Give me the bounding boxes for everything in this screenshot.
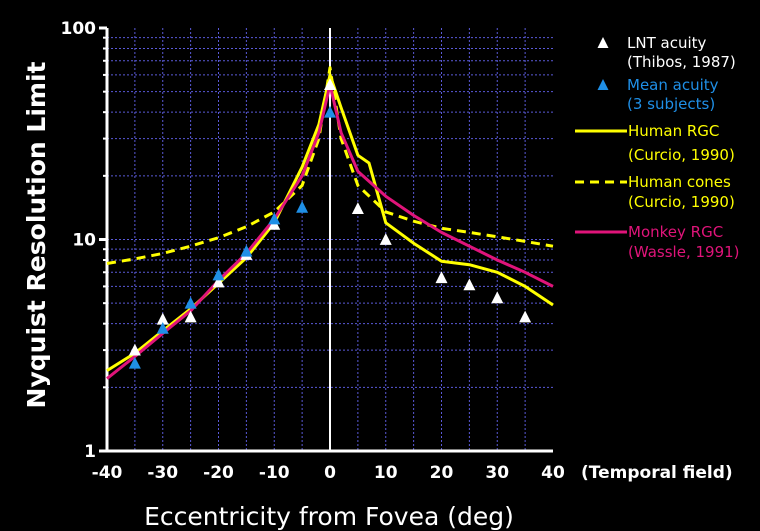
x-tick-label: -40 (92, 463, 123, 483)
legend-human-cones-source: (Curcio, 1990) (628, 193, 735, 211)
lnt-acuity-marker (184, 310, 197, 323)
x-tick-label: -20 (203, 463, 234, 483)
x-tick-label: -30 (147, 463, 178, 483)
y-tick-label: 1 (84, 442, 96, 462)
lnt-acuity-marker (435, 271, 448, 284)
legend-lnt-acuity-source: (Thibos, 1987) (627, 53, 736, 71)
mean-acuity-marker (240, 244, 253, 257)
x-tick-label: 10 (374, 463, 398, 483)
series-markers (128, 78, 532, 369)
lnt-acuity-marker (491, 291, 504, 304)
x-axis-label: Eccentricity from Fovea (deg) (144, 502, 514, 531)
y-tick-label: 10 (72, 231, 96, 251)
x-tick-label: 20 (430, 463, 454, 483)
legend-mean-acuity-label: Mean acuity (627, 76, 719, 94)
legend-human-rgc-source: (Curcio, 1990) (628, 146, 735, 164)
lnt-acuity-marker (351, 202, 364, 214)
mean-acuity-marker (212, 268, 225, 281)
mean-acuity-marker (128, 356, 141, 369)
x-tick-labels: -40 -30 -20 -10 0 10 20 30 40 (92, 463, 565, 483)
lnt-acuity-marker (324, 78, 336, 90)
legend-monkey-rgc-label: Monkey RGC (628, 223, 723, 241)
x-tick-label: 0 (324, 463, 336, 483)
lnt-acuity-marker (463, 278, 476, 291)
human-cones-line (106, 66, 554, 265)
legend-lnt-acuity-label: LNT acuity (627, 34, 707, 52)
legend: LNT acuity(Thibos, 1987) Mean acuity(3 su… (575, 34, 740, 261)
legend-human-cones-label: Human cones (628, 173, 731, 191)
legend-mean-acuity-marker (597, 79, 609, 90)
lnt-acuity-marker (379, 233, 392, 245)
y-tick-label: 100 (61, 19, 97, 39)
mean-acuity-marker (296, 200, 309, 213)
y-tick-labels: 1 10 100 (61, 19, 97, 462)
legend-monkey-rgc-source: (Wassle, 1991) (628, 243, 740, 261)
mean-acuity-marker (324, 105, 336, 118)
x-tick-label: -10 (259, 463, 290, 483)
legend-human-rgc-label: Human RGC (628, 122, 719, 140)
axes (99, 26, 553, 453)
x-axis-note: (Temporal field) (581, 463, 733, 483)
legend-lnt-acuity-marker (597, 37, 609, 48)
x-tick-label: 40 (541, 463, 565, 483)
lnt-acuity-marker (212, 275, 225, 288)
lnt-acuity-marker (128, 343, 141, 356)
x-tick-label: 30 (485, 463, 509, 483)
lnt-acuity-marker (519, 310, 532, 323)
y-axis-label: Nyquist Resolution Limit (22, 62, 51, 409)
mean-acuity-marker (184, 296, 197, 309)
mean-acuity-marker (156, 321, 169, 334)
lnt-acuity-marker (156, 312, 169, 325)
legend-mean-acuity-source: (3 subjects) (627, 95, 715, 113)
mean-acuity-marker (268, 212, 281, 225)
